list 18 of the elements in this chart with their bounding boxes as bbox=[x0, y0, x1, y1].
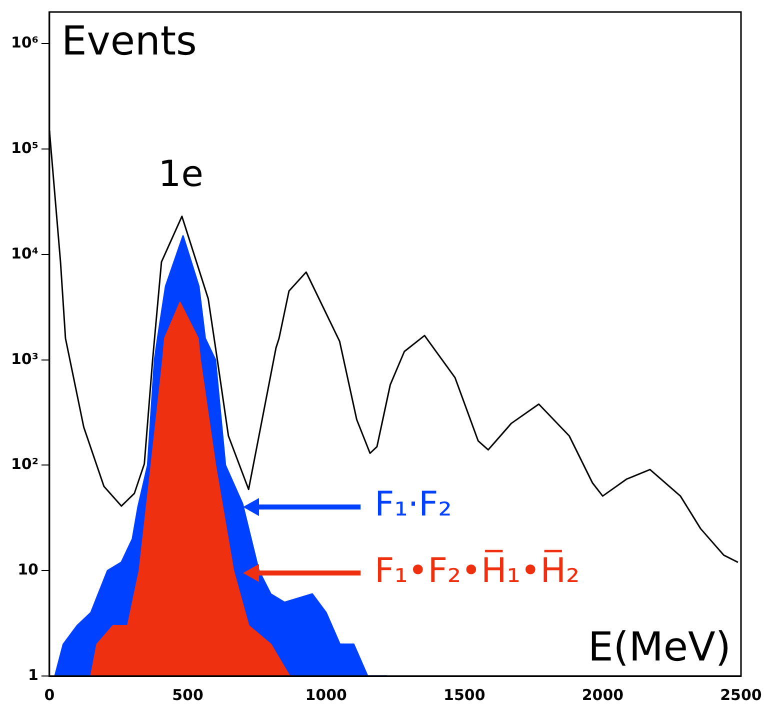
y-tick-label: 1 bbox=[28, 666, 38, 684]
x-tick-label: 500 bbox=[172, 686, 204, 704]
x-tick-label: 2500 bbox=[720, 686, 762, 704]
legend-label: F₁•F₂•H̅₁•H̅₂ bbox=[374, 550, 580, 591]
annotation: 1e bbox=[158, 154, 204, 195]
x-tick-label: 2000 bbox=[582, 686, 624, 704]
y-tick-label: 10² bbox=[10, 455, 38, 474]
y-tick-label: 10⁴ bbox=[10, 244, 38, 262]
x-tick-label: 1000 bbox=[305, 686, 347, 704]
x-tick-label: 0 bbox=[44, 686, 55, 704]
x-tick-label: 1500 bbox=[444, 686, 486, 704]
y-tick-label: 10⁶ bbox=[10, 34, 38, 52]
y-tick-label: 10 bbox=[18, 560, 38, 579]
y-tick-label: 10³ bbox=[10, 350, 38, 368]
y-axis-title: Events bbox=[61, 18, 197, 64]
x-axis-title: E(MeV) bbox=[588, 624, 731, 670]
y-tick-label: 10⁵ bbox=[10, 138, 38, 157]
legend-label: F₁·F₂ bbox=[374, 484, 452, 525]
